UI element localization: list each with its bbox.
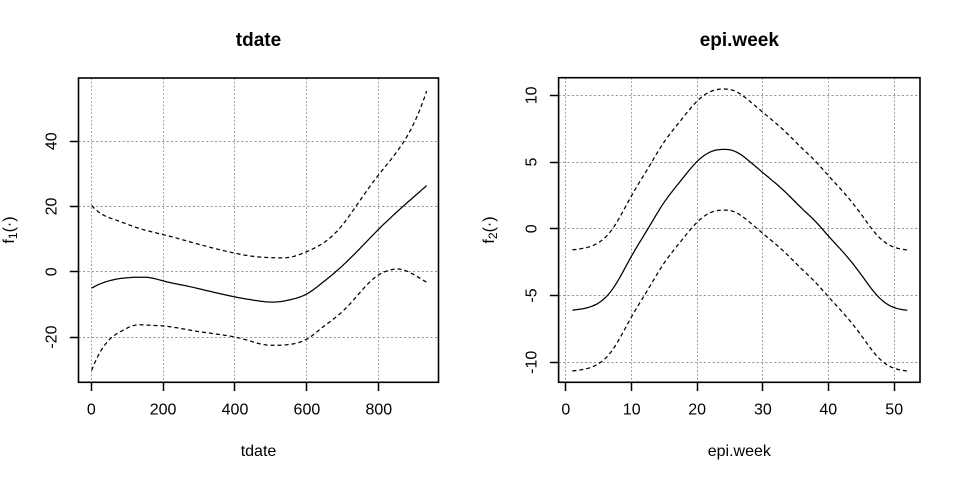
svg-text:50: 50 — [885, 402, 903, 419]
svg-text:0: 0 — [524, 224, 541, 233]
svg-text:epi.week: epi.week — [708, 443, 772, 460]
svg-text:40: 40 — [44, 132, 61, 150]
svg-text:5: 5 — [524, 158, 541, 167]
svg-text:30: 30 — [754, 402, 772, 419]
svg-text:20: 20 — [44, 198, 61, 216]
svg-text:10: 10 — [524, 86, 541, 104]
svg-text:40: 40 — [819, 402, 837, 419]
svg-text:0: 0 — [44, 267, 61, 276]
svg-text:600: 600 — [294, 402, 321, 419]
svg-text:20: 20 — [688, 402, 706, 419]
svg-text:-5: -5 — [524, 288, 541, 302]
svg-text:800: 800 — [365, 402, 392, 419]
svg-text:epi.week: epi.week — [700, 30, 780, 51]
svg-text:-20: -20 — [44, 325, 61, 348]
svg-text:tdate: tdate — [236, 30, 281, 51]
svg-text:f1(·): f1(·) — [1, 216, 20, 243]
svg-text:0: 0 — [561, 402, 570, 419]
svg-text:f2(·): f2(·) — [481, 216, 500, 243]
svg-text:10: 10 — [623, 402, 641, 419]
svg-text:200: 200 — [150, 402, 177, 419]
svg-text:0: 0 — [87, 402, 96, 419]
svg-text:-10: -10 — [524, 351, 541, 374]
svg-text:400: 400 — [222, 402, 249, 419]
svg-text:tdate: tdate — [241, 443, 277, 460]
